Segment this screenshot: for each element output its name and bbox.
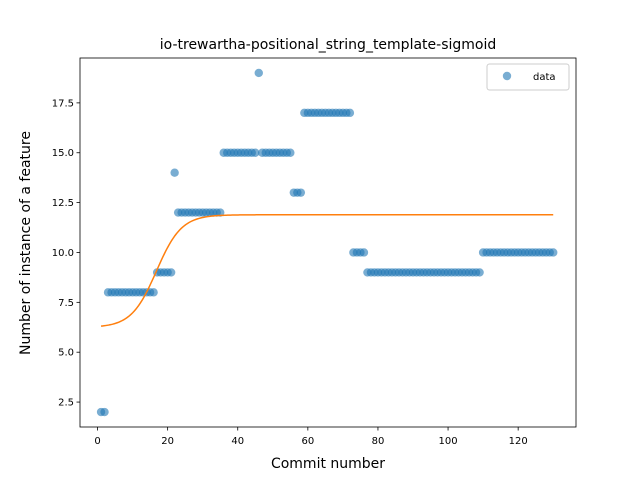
data-point: [345, 108, 355, 118]
data-point: [359, 248, 369, 257]
data-point: [286, 148, 295, 157]
data-point: [254, 68, 263, 78]
axes: 0 20 40 60 80 100 120 2.5 5.0 7.5 10.0 12.5 15.0 17.5: [52, 57, 577, 447]
y-tick-label: 10.0: [52, 248, 74, 259]
x-tick-label: 40: [231, 436, 244, 447]
y-tick-label: 17.5: [52, 98, 74, 109]
legend-box: [486, 63, 570, 91]
x-axis-label: Commit number: [271, 456, 385, 472]
chart-title: io-trewartha-positional_string_template-…: [160, 37, 497, 53]
x-tick-label: 20: [161, 436, 174, 447]
x-tick-label: 100: [439, 436, 458, 447]
y-tick-label: 2.5: [58, 398, 74, 409]
data-point: [251, 148, 260, 157]
y-tick-label: 5.0: [58, 348, 74, 359]
y-axis-label: Number of instance of a feature: [18, 131, 34, 355]
data-point: [549, 248, 558, 257]
legend-marker: [502, 71, 512, 81]
data-point: [170, 168, 179, 177]
legend: data: [486, 63, 570, 91]
x-tick-label: 80: [372, 436, 385, 447]
y-tick-label: 7.5: [58, 298, 74, 309]
legend-label: data: [533, 72, 556, 83]
data-point: [166, 268, 176, 277]
x-tick-label: 60: [301, 436, 314, 447]
x-tick-label: 120: [509, 436, 528, 447]
data-point: [475, 268, 484, 277]
axes-frame: [79, 57, 577, 428]
x-tick-label: 0: [94, 436, 100, 447]
data-point: [100, 407, 109, 417]
data-point: [149, 288, 158, 297]
sigmoid-fit-line: [100, 214, 554, 327]
y-tick-label: 15.0: [52, 148, 74, 159]
y-tick-label: 12.5: [52, 198, 74, 209]
plot-area: [96, 68, 558, 417]
data-point: [296, 188, 306, 197]
